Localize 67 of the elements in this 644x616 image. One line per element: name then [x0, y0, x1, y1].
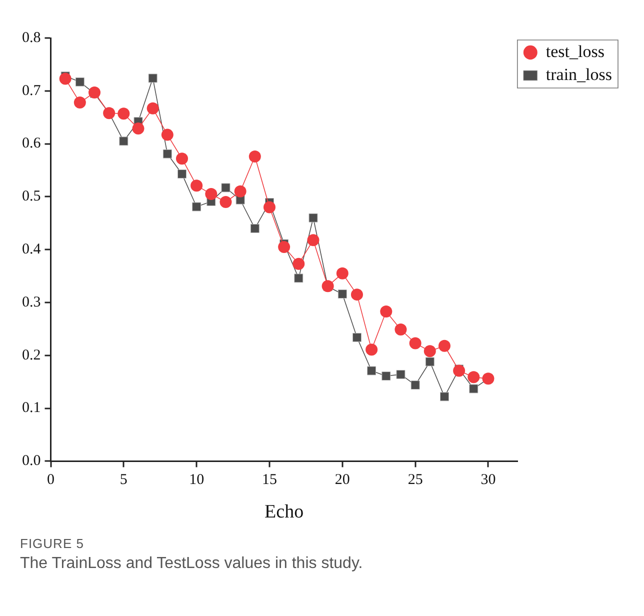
point	[440, 392, 449, 402]
point	[382, 372, 391, 381]
point	[118, 108, 130, 120]
point	[350, 288, 363, 301]
point	[205, 188, 218, 200]
point	[469, 384, 478, 394]
point	[119, 136, 128, 146]
point	[132, 122, 144, 134]
point	[468, 371, 480, 384]
x-tick-label: 25	[408, 472, 423, 488]
y-tick-label: 0.6	[22, 136, 42, 152]
caption: FIGURE 5	[20, 536, 85, 551]
point	[220, 196, 232, 208]
y-tick-label: 0.4	[22, 242, 42, 258]
point	[248, 150, 261, 162]
text: The TrainLoss and TestLoss values in this study.	[20, 555, 364, 573]
x-tick-label: 30	[480, 472, 496, 488]
point	[59, 72, 72, 85]
point	[146, 102, 159, 114]
y-tick-label: 0.7	[22, 82, 42, 99]
point	[424, 345, 436, 358]
point	[161, 128, 174, 141]
point	[409, 337, 422, 350]
point	[366, 344, 378, 356]
point	[294, 274, 304, 283]
y-tick-label: 0.8	[22, 30, 41, 46]
legend-label: test_loss	[546, 42, 604, 61]
point	[410, 380, 420, 390]
point	[308, 213, 318, 222]
point	[192, 202, 202, 212]
point	[292, 258, 305, 270]
point	[307, 234, 320, 246]
point	[74, 96, 86, 109]
point	[190, 180, 203, 192]
x-tick-label: 10	[189, 472, 204, 488]
point	[88, 86, 100, 98]
point	[396, 370, 406, 379]
x-tick-label: 15	[262, 472, 277, 488]
point	[438, 340, 450, 352]
point	[221, 183, 230, 192]
x-tick-label: 0	[47, 472, 54, 488]
point	[263, 201, 276, 214]
x-tick-label: 20	[334, 472, 350, 488]
point	[425, 357, 434, 366]
point	[176, 152, 188, 165]
point	[367, 366, 376, 376]
point	[178, 169, 186, 178]
x-axis-title: Echo	[264, 502, 304, 523]
y-tick-label: 0.1	[22, 400, 41, 416]
point	[75, 77, 84, 86]
point	[336, 267, 348, 280]
y-tick-label: 0.3	[22, 294, 41, 310]
x-tick-label: 5	[120, 472, 128, 488]
point	[278, 240, 290, 253]
point	[338, 290, 347, 299]
point	[148, 74, 158, 83]
point	[453, 364, 466, 377]
point	[250, 224, 260, 233]
y-tick-label: 0.5	[22, 188, 41, 205]
point	[162, 149, 172, 158]
y-tick-label: 0.2	[22, 347, 41, 364]
y-tick-label: 0.0	[22, 453, 41, 470]
point	[380, 305, 392, 318]
point	[234, 185, 246, 198]
point	[394, 323, 407, 336]
point	[352, 332, 362, 342]
legend-label: train_loss	[546, 64, 612, 84]
